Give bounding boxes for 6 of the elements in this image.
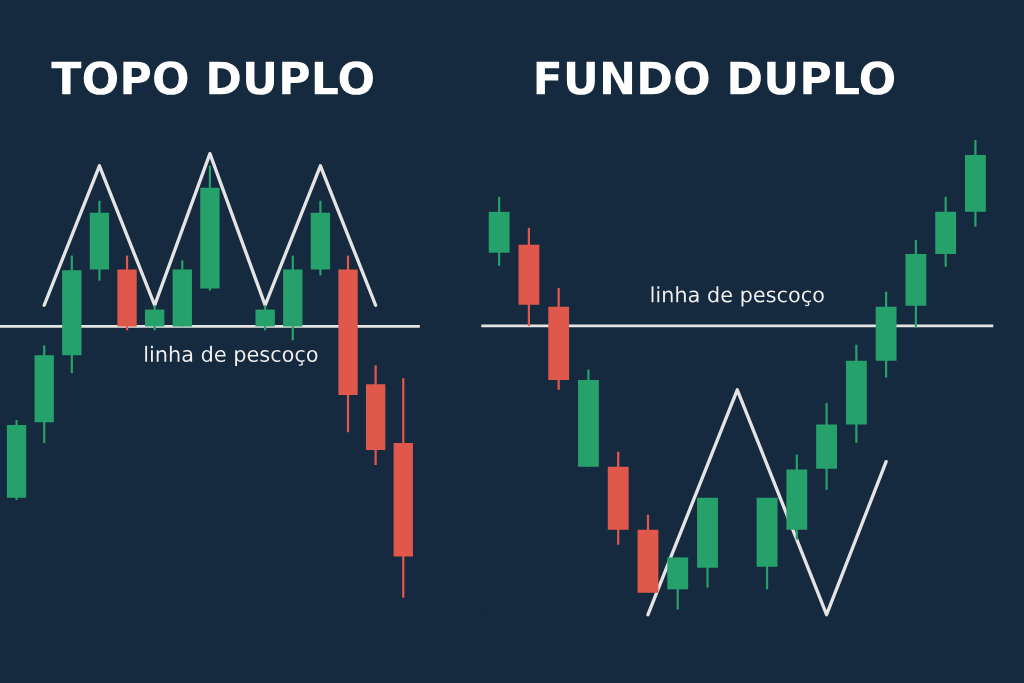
candlestick [255,304,275,332]
chart-title: FUNDO DUPLO [536,61,895,95]
candlestick [145,304,165,332]
ref-line-label: linha de pescoço [145,345,318,367]
ref-line-label: linha de pescoço [651,286,824,307]
chart-title: TOPO DUPLO [51,61,373,95]
